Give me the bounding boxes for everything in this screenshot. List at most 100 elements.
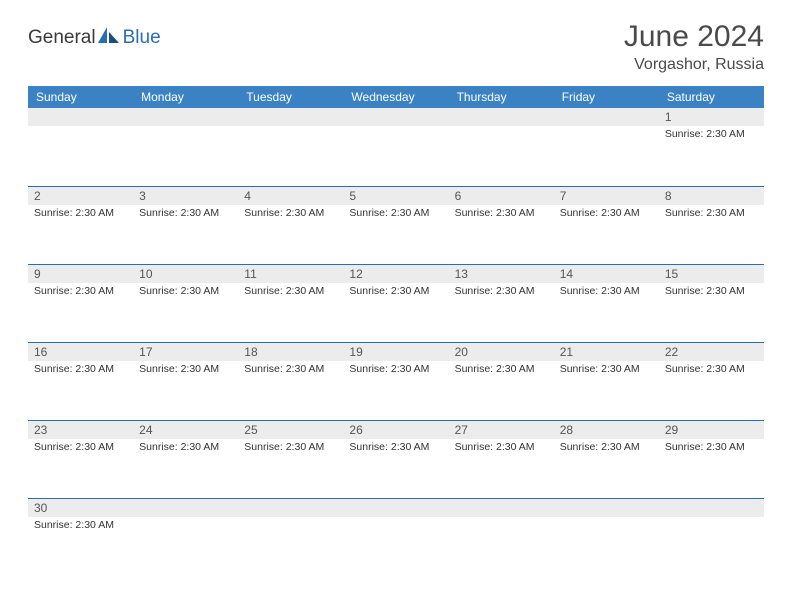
sunrise-label: Sunrise: 2:30 AM	[238, 361, 343, 377]
header: General Blue June 2024 Vorgashor, Russia	[28, 20, 764, 74]
calendar-day: 3Sunrise: 2:30 AM	[133, 187, 238, 250]
calendar-week: 1Sunrise: 2:30 AM	[28, 108, 764, 172]
weekday-header: Sunday	[28, 86, 133, 108]
sunrise-label: Sunrise: 2:30 AM	[343, 283, 448, 299]
sunrise-label: Sunrise: 2:30 AM	[449, 439, 554, 455]
calendar-day	[238, 108, 343, 172]
calendar-day: 21Sunrise: 2:30 AM	[554, 343, 659, 406]
calendar-day	[238, 499, 343, 562]
day-number: 27	[449, 421, 554, 439]
calendar-day: 8Sunrise: 2:30 AM	[659, 187, 764, 250]
day-number: 11	[238, 265, 343, 283]
calendar-day: 24Sunrise: 2:30 AM	[133, 421, 238, 484]
day-number: 1	[659, 108, 764, 126]
calendar-week: 23Sunrise: 2:30 AM24Sunrise: 2:30 AM25Su…	[28, 420, 764, 484]
day-number	[449, 108, 554, 126]
calendar-day: 17Sunrise: 2:30 AM	[133, 343, 238, 406]
calendar-day: 23Sunrise: 2:30 AM	[28, 421, 133, 484]
day-number	[133, 499, 238, 517]
day-number: 24	[133, 421, 238, 439]
calendar-day: 6Sunrise: 2:30 AM	[449, 187, 554, 250]
sunrise-label: Sunrise: 2:30 AM	[133, 439, 238, 455]
day-number: 9	[28, 265, 133, 283]
calendar-day: 26Sunrise: 2:30 AM	[343, 421, 448, 484]
day-number: 30	[28, 499, 133, 517]
sunrise-label: Sunrise: 2:30 AM	[133, 205, 238, 221]
calendar-day	[554, 499, 659, 562]
day-number	[449, 499, 554, 517]
weekday-header: Saturday	[659, 86, 764, 108]
calendar-day	[133, 499, 238, 562]
sunrise-label: Sunrise: 2:30 AM	[238, 439, 343, 455]
sunrise-label: Sunrise: 2:30 AM	[449, 361, 554, 377]
day-number: 5	[343, 187, 448, 205]
calendar-day: 4Sunrise: 2:30 AM	[238, 187, 343, 250]
sunrise-label: Sunrise: 2:30 AM	[449, 205, 554, 221]
day-number: 18	[238, 343, 343, 361]
sunrise-label: Sunrise: 2:30 AM	[554, 205, 659, 221]
weekday-header: Monday	[133, 86, 238, 108]
day-number: 16	[28, 343, 133, 361]
calendar-day: 18Sunrise: 2:30 AM	[238, 343, 343, 406]
sunrise-label: Sunrise: 2:30 AM	[28, 517, 133, 533]
day-number	[554, 108, 659, 126]
day-number	[133, 108, 238, 126]
day-number: 29	[659, 421, 764, 439]
calendar-day: 7Sunrise: 2:30 AM	[554, 187, 659, 250]
weeks-container: 1Sunrise: 2:30 AM2Sunrise: 2:30 AM3Sunri…	[28, 108, 764, 562]
calendar-day: 22Sunrise: 2:30 AM	[659, 343, 764, 406]
day-number: 15	[659, 265, 764, 283]
sunrise-label: Sunrise: 2:30 AM	[238, 283, 343, 299]
day-number: 3	[133, 187, 238, 205]
sunrise-label: Sunrise: 2:30 AM	[28, 439, 133, 455]
calendar-day: 14Sunrise: 2:30 AM	[554, 265, 659, 328]
sunrise-label: Sunrise: 2:30 AM	[133, 361, 238, 377]
calendar-day: 2Sunrise: 2:30 AM	[28, 187, 133, 250]
calendar-day: 15Sunrise: 2:30 AM	[659, 265, 764, 328]
sunrise-label: Sunrise: 2:30 AM	[343, 439, 448, 455]
sunrise-label: Sunrise: 2:30 AM	[554, 439, 659, 455]
calendar-day: 29Sunrise: 2:30 AM	[659, 421, 764, 484]
day-number: 7	[554, 187, 659, 205]
day-number: 4	[238, 187, 343, 205]
calendar-day: 5Sunrise: 2:30 AM	[343, 187, 448, 250]
weekday-header: Tuesday	[238, 86, 343, 108]
calendar-week: 16Sunrise: 2:30 AM17Sunrise: 2:30 AM18Su…	[28, 342, 764, 406]
sunrise-label: Sunrise: 2:30 AM	[659, 126, 764, 142]
calendar-day: 28Sunrise: 2:30 AM	[554, 421, 659, 484]
day-number: 25	[238, 421, 343, 439]
title-block: June 2024 Vorgashor, Russia	[624, 20, 764, 74]
day-number: 17	[133, 343, 238, 361]
calendar-day: 11Sunrise: 2:30 AM	[238, 265, 343, 328]
calendar-day: 30Sunrise: 2:30 AM	[28, 499, 133, 562]
calendar-day	[133, 108, 238, 172]
calendar-day: 20Sunrise: 2:30 AM	[449, 343, 554, 406]
month-title: June 2024	[624, 20, 764, 54]
day-number	[343, 108, 448, 126]
sunrise-label: Sunrise: 2:30 AM	[554, 361, 659, 377]
sunrise-label: Sunrise: 2:30 AM	[659, 205, 764, 221]
sunrise-label: Sunrise: 2:30 AM	[659, 283, 764, 299]
day-number: 12	[343, 265, 448, 283]
day-number: 28	[554, 421, 659, 439]
calendar-week: 2Sunrise: 2:30 AM3Sunrise: 2:30 AM4Sunri…	[28, 186, 764, 250]
location-label: Vorgashor, Russia	[624, 56, 764, 74]
day-number	[238, 499, 343, 517]
calendar-day: 1Sunrise: 2:30 AM	[659, 108, 764, 172]
calendar-day: 10Sunrise: 2:30 AM	[133, 265, 238, 328]
sunrise-label: Sunrise: 2:30 AM	[659, 361, 764, 377]
calendar-day	[343, 108, 448, 172]
weekday-header: Wednesday	[343, 86, 448, 108]
calendar-day	[659, 499, 764, 562]
day-number	[343, 499, 448, 517]
sunrise-label: Sunrise: 2:30 AM	[343, 361, 448, 377]
day-number: 26	[343, 421, 448, 439]
day-number: 19	[343, 343, 448, 361]
day-number: 23	[28, 421, 133, 439]
sunrise-label: Sunrise: 2:30 AM	[28, 283, 133, 299]
sunrise-label: Sunrise: 2:30 AM	[133, 283, 238, 299]
day-number: 13	[449, 265, 554, 283]
sunrise-label: Sunrise: 2:30 AM	[343, 205, 448, 221]
calendar-day: 12Sunrise: 2:30 AM	[343, 265, 448, 328]
sunrise-label: Sunrise: 2:30 AM	[28, 361, 133, 377]
